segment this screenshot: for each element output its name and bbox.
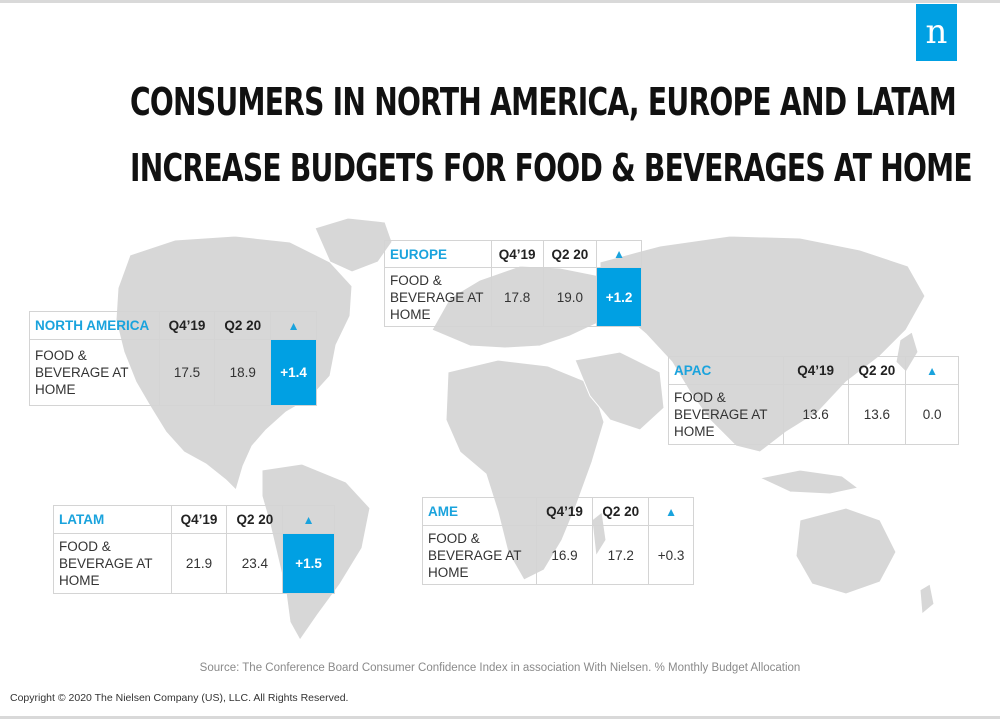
headline-line-1: CONSUMERS IN NORTH AMERICA, EUROPE AND L… <box>130 80 957 124</box>
header-q4-19: Q4’19 <box>170 505 228 534</box>
value-q4-19: 16.9 <box>535 525 594 585</box>
header-q2-20: Q2 20 <box>226 505 284 534</box>
metric-label: FOOD & BEVERAGE AT HOME <box>29 339 160 406</box>
change-triangle-icon: ▲ <box>905 356 959 385</box>
value-q4-19: 21.9 <box>170 533 228 594</box>
region-name: AME <box>422 497 537 526</box>
metric-label: FOOD & BEVERAGE AT HOME <box>53 533 172 594</box>
change-triangle-icon: ▲ <box>270 311 317 340</box>
latam-panel: LATAM Q4’19 Q2 20 ▲ FOOD & BEVERAGE AT HOM… <box>53 505 335 594</box>
delta-value: +0.3 <box>648 525 694 585</box>
indonesia-landmass <box>758 469 860 495</box>
delta-value: 0.0 <box>905 384 959 445</box>
region-name: EUROPE <box>384 240 492 268</box>
header-q2-20: Q2 20 <box>542 240 598 268</box>
change-triangle-icon: ▲ <box>282 505 335 534</box>
value-q2-20: 23.4 <box>226 533 284 594</box>
change-triangle-icon: ▲ <box>596 240 642 268</box>
value-q2-20: 13.6 <box>847 384 907 445</box>
value-q4-19: 17.5 <box>158 339 216 406</box>
europe-panel: EUROPE Q4’19 Q2 20 ▲ FOOD & BEVERAGE AT HO… <box>384 240 642 327</box>
header-q2-20: Q2 20 <box>847 356 907 385</box>
new-zealand-landmass <box>919 583 935 615</box>
nielsen-logo: n <box>916 4 957 61</box>
metric-label: FOOD & BEVERAGE AT HOME <box>422 525 537 585</box>
top-divider <box>0 0 1000 3</box>
bottom-divider <box>0 716 1000 719</box>
north-america-panel: NORTH AMERICA Q4’19 Q2 20 ▲ FOOD & BEVERA… <box>29 311 317 406</box>
apac-panel: APAC Q4’19 Q2 20 ▲ FOOD & BEVERAGE AT HOME… <box>668 356 959 445</box>
metric-label: FOOD & BEVERAGE AT HOME <box>668 384 784 445</box>
region-name: NORTH AMERICA <box>29 311 160 340</box>
metric-label: FOOD & BEVERAGE AT HOME <box>384 267 492 327</box>
headline-line-2: INCREASE BUDGETS FOR FOOD & BEVERAGES AT… <box>130 146 973 190</box>
copyright-notice: Copyright © 2020 The Nielsen Company (US… <box>10 692 349 704</box>
header-q2-20: Q2 20 <box>592 497 650 526</box>
header-q2-20: Q2 20 <box>214 311 272 340</box>
value-q2-20: 19.0 <box>542 267 598 327</box>
ame-panel: AME Q4’19 Q2 20 ▲ FOOD & BEVERAGE AT HOME … <box>422 497 694 585</box>
value-q2-20: 18.9 <box>214 339 272 406</box>
delta-value: +1.2 <box>596 267 642 327</box>
middle-east-landmass <box>574 351 665 431</box>
delta-value: +1.4 <box>270 339 317 406</box>
value-q4-19: 13.6 <box>782 384 849 445</box>
header-q4-19: Q4’19 <box>782 356 849 385</box>
change-triangle-icon: ▲ <box>648 497 694 526</box>
value-q2-20: 17.2 <box>592 525 650 585</box>
header-q4-19: Q4’19 <box>490 240 544 268</box>
region-name: APAC <box>668 356 784 385</box>
value-q4-19: 17.8 <box>490 267 544 327</box>
region-name: LATAM <box>53 505 172 534</box>
source-note: Source: The Conference Board Consumer Co… <box>199 662 801 674</box>
delta-value: +1.5 <box>282 533 335 594</box>
australia-landmass <box>795 507 897 595</box>
header-q4-19: Q4’19 <box>535 497 594 526</box>
header-q4-19: Q4’19 <box>158 311 216 340</box>
